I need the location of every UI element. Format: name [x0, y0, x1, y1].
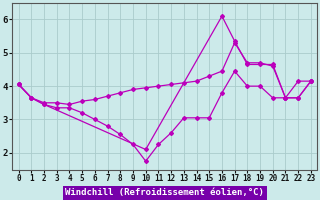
X-axis label: Windchill (Refroidissement éolien,°C): Windchill (Refroidissement éolien,°C) [65, 188, 264, 197]
